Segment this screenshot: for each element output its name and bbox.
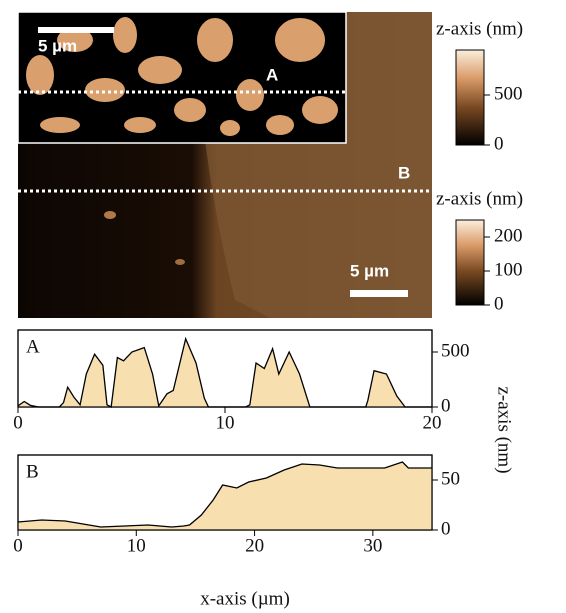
x-tick-label: 20 bbox=[245, 535, 264, 556]
x-tick-label: 0 bbox=[13, 535, 23, 556]
x-tick-label: 10 bbox=[216, 412, 235, 433]
colorbar-tick-label: 500 bbox=[494, 83, 523, 104]
y-tick-label: 500 bbox=[441, 340, 470, 361]
colorbar-tick-label: 0 bbox=[494, 133, 504, 154]
profile-label: B bbox=[26, 461, 39, 482]
profile-area bbox=[18, 338, 432, 407]
image-region bbox=[205, 12, 432, 318]
scale-bar-label: 5 µm bbox=[38, 36, 77, 55]
x-tick-label: 10 bbox=[127, 535, 146, 556]
x-tick-label: 30 bbox=[363, 535, 382, 556]
colorbar-label: z-axis (nm) bbox=[436, 188, 523, 209]
plot-border bbox=[17, 454, 433, 531]
colorbar bbox=[455, 49, 485, 146]
colorbar-label: z-axis (nm) bbox=[436, 18, 523, 39]
profile-label: A bbox=[26, 336, 40, 357]
profile-area bbox=[18, 462, 432, 530]
x-tick-label: 0 bbox=[13, 412, 23, 433]
image-feature bbox=[104, 211, 116, 219]
scale-bar-label: 5 µm bbox=[350, 261, 389, 280]
colorbar bbox=[455, 219, 485, 306]
x-axis-label: x-axis (µm) bbox=[200, 588, 290, 609]
profile-label: B bbox=[398, 163, 410, 182]
image-feature bbox=[175, 259, 185, 265]
y-axis-label: z-axis (nm) bbox=[494, 386, 515, 473]
inset-features bbox=[26, 17, 338, 136]
colorbar-tick-label: 0 bbox=[494, 293, 504, 314]
y-tick-label: 0 bbox=[441, 518, 451, 539]
scale-bar bbox=[38, 27, 114, 33]
y-tick-label: 0 bbox=[441, 395, 451, 416]
scale-bar bbox=[350, 290, 408, 297]
afm-images: 5 µm A B 5 µm bbox=[17, 11, 432, 318]
colorbar-tick-label: 100 bbox=[494, 259, 523, 280]
profile-line bbox=[17, 461, 432, 528]
colorbar-tick-label: 200 bbox=[494, 225, 523, 246]
profile-label: A bbox=[266, 65, 278, 84]
y-tick-label: 50 bbox=[441, 468, 460, 489]
x-tick-label: 20 bbox=[423, 412, 442, 433]
